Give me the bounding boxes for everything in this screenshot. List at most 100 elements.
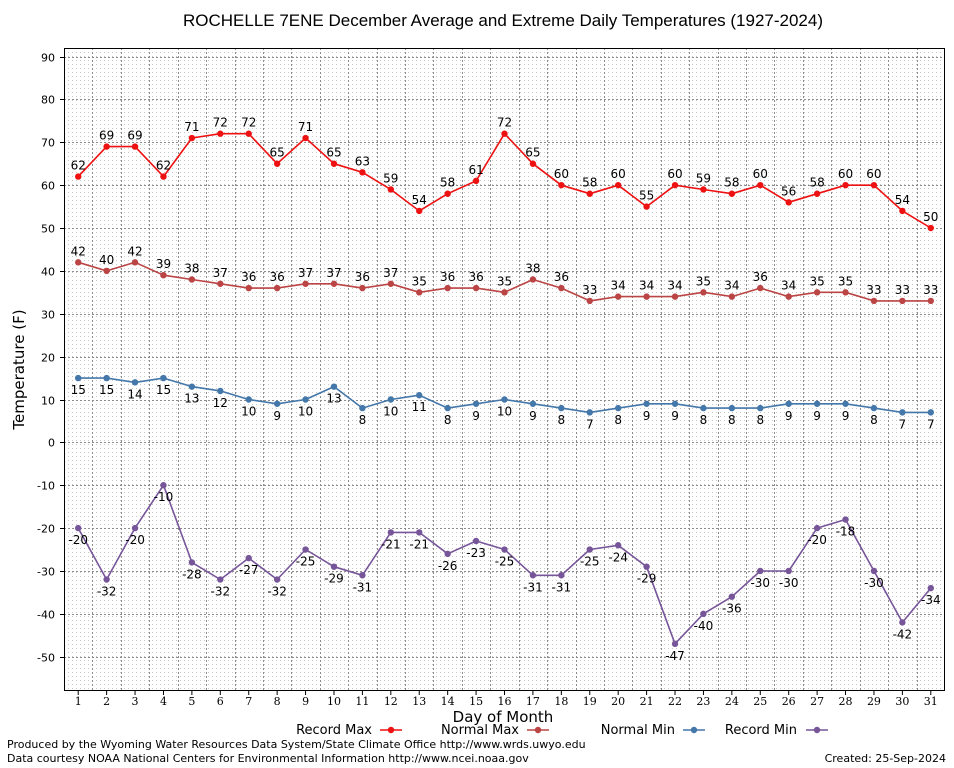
data-point xyxy=(785,400,792,407)
data-point xyxy=(586,409,593,416)
data-point xyxy=(529,160,537,167)
data-point xyxy=(359,572,366,579)
data-label: 36 xyxy=(753,270,768,284)
data-label: -31 xyxy=(353,580,373,594)
data-point xyxy=(870,297,878,305)
data-point xyxy=(273,400,281,407)
data-point xyxy=(416,392,423,399)
x-tick-label: 28 xyxy=(839,695,853,708)
data-label: 8 xyxy=(756,413,764,427)
x-tick-label: 24 xyxy=(725,695,739,708)
data-label: 72 xyxy=(497,116,512,130)
data-point xyxy=(472,400,480,407)
data-point xyxy=(728,593,736,600)
chart-title: ROCHELLE 7ENE December Average and Extre… xyxy=(183,11,823,30)
data-label: 63 xyxy=(355,154,370,168)
data-point xyxy=(842,289,849,296)
legend-label: Record Min xyxy=(725,723,797,738)
data-label: 9 xyxy=(273,409,281,423)
data-point xyxy=(330,280,338,287)
x-axis-label: Day of Month xyxy=(453,708,554,726)
legend-swatch-marker xyxy=(387,726,395,734)
data-point xyxy=(472,284,480,292)
data-label: -10 xyxy=(154,490,174,504)
x-tick-label: 9 xyxy=(302,695,309,708)
data-point xyxy=(927,409,934,416)
data-label: 8 xyxy=(870,413,878,427)
data-point xyxy=(899,619,906,626)
data-label: 56 xyxy=(781,184,796,198)
data-point xyxy=(842,516,849,523)
x-tick-label: 19 xyxy=(583,695,597,708)
data-point xyxy=(444,190,451,197)
data-point xyxy=(785,199,792,206)
data-label: 54 xyxy=(412,193,427,207)
data-label: 10 xyxy=(383,405,398,419)
y-tick-label: 70 xyxy=(41,137,55,150)
x-tick-label: 12 xyxy=(384,695,398,708)
data-label: 7 xyxy=(586,417,594,431)
data-label: 58 xyxy=(440,176,455,190)
data-point xyxy=(643,293,650,300)
data-point xyxy=(757,404,764,412)
data-label: 10 xyxy=(497,405,512,419)
y-axis-label: Temperature (F) xyxy=(10,309,28,430)
data-label: 34 xyxy=(724,279,739,293)
data-label: 35 xyxy=(696,274,711,288)
data-label: -34 xyxy=(921,593,941,607)
data-label: 59 xyxy=(696,171,711,185)
data-label: 36 xyxy=(355,270,370,284)
data-point xyxy=(75,173,82,180)
data-label: 8 xyxy=(444,413,452,427)
x-tick-label: 16 xyxy=(498,695,512,708)
data-point xyxy=(472,177,480,185)
data-label: 37 xyxy=(298,266,313,280)
data-point xyxy=(671,181,679,189)
plot-frame xyxy=(64,48,945,691)
legend-item-normal-min: Normal Min xyxy=(601,723,705,738)
data-label: -29 xyxy=(637,572,657,586)
data-point xyxy=(785,567,792,575)
data-point xyxy=(643,400,650,407)
x-tick-label: 22 xyxy=(668,695,682,708)
data-point xyxy=(273,284,281,292)
data-label: 37 xyxy=(213,266,228,280)
x-tick-label: 29 xyxy=(867,695,881,708)
data-point xyxy=(359,284,366,292)
data-label: 69 xyxy=(99,129,114,143)
data-label: 7 xyxy=(927,417,935,431)
x-tick-label: 6 xyxy=(217,695,224,708)
data-point xyxy=(131,143,139,150)
x-tick-label: 13 xyxy=(412,695,426,708)
footer-produced-by: Produced by the Wyoming Water Resources … xyxy=(7,738,586,751)
x-tick-label: 17 xyxy=(526,695,540,708)
x-tick-label: 25 xyxy=(753,695,767,708)
data-point xyxy=(330,563,338,570)
data-point xyxy=(501,289,508,296)
data-point xyxy=(444,550,451,558)
data-label: -25 xyxy=(296,555,316,569)
data-label: 10 xyxy=(241,405,256,419)
data-point xyxy=(899,297,906,305)
data-label: 36 xyxy=(440,270,455,284)
data-label: 38 xyxy=(184,261,199,275)
legend-swatch-marker xyxy=(813,726,821,734)
data-label: 13 xyxy=(184,392,199,406)
data-point xyxy=(813,190,821,197)
data-label: 35 xyxy=(838,274,853,288)
data-point xyxy=(416,289,423,296)
data-point xyxy=(813,289,821,296)
x-tick-label: 1 xyxy=(75,695,82,708)
data-label: 33 xyxy=(923,283,938,297)
data-point xyxy=(273,160,281,167)
data-point xyxy=(728,190,736,197)
legend-swatch-marker xyxy=(534,726,542,734)
data-label: 65 xyxy=(525,146,540,160)
data-point xyxy=(245,554,252,562)
data-label: 12 xyxy=(213,396,228,410)
legend-label: Normal Max xyxy=(441,723,519,738)
data-label: -32 xyxy=(267,585,287,599)
data-label: -18 xyxy=(836,525,856,539)
data-label: 9 xyxy=(785,409,793,423)
